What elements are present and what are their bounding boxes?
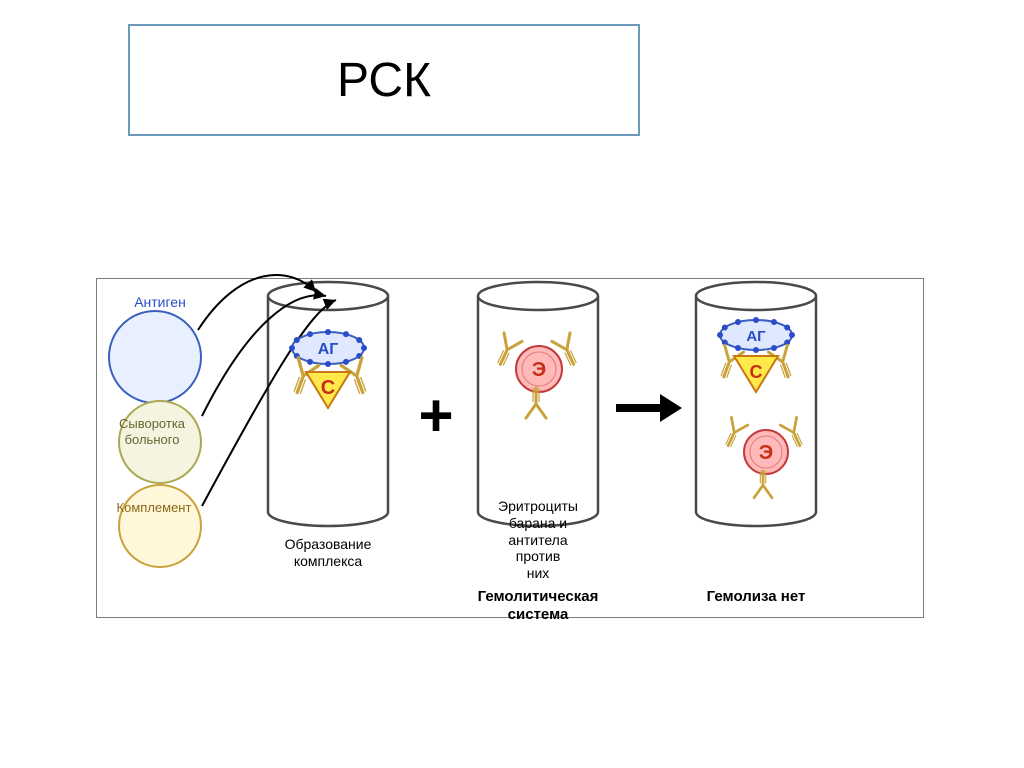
antigen-label: Антиген — [120, 294, 200, 311]
svg-text:С: С — [321, 377, 335, 399]
tube-caption2-1: Гемолитическая система — [462, 588, 614, 624]
antigen-reagent — [108, 310, 202, 404]
complement-label: Комплемент — [104, 500, 204, 516]
svg-text:АГ: АГ — [746, 328, 766, 345]
svg-text:АГ: АГ — [318, 341, 339, 358]
tube-caption-0: Образование комплекса — [258, 536, 398, 570]
tube-caption-2: Гемолиза нет — [686, 588, 826, 606]
svg-text:Э: Э — [759, 442, 773, 464]
plus-operator: + — [406, 380, 466, 452]
serum-label: Сыворотка больного — [102, 416, 202, 447]
tube-caption-1: Эритроциты барана и антитела против них — [478, 498, 598, 582]
svg-text:Э: Э — [532, 359, 546, 381]
svg-text:С: С — [750, 362, 763, 382]
complement-reagent — [118, 484, 202, 568]
